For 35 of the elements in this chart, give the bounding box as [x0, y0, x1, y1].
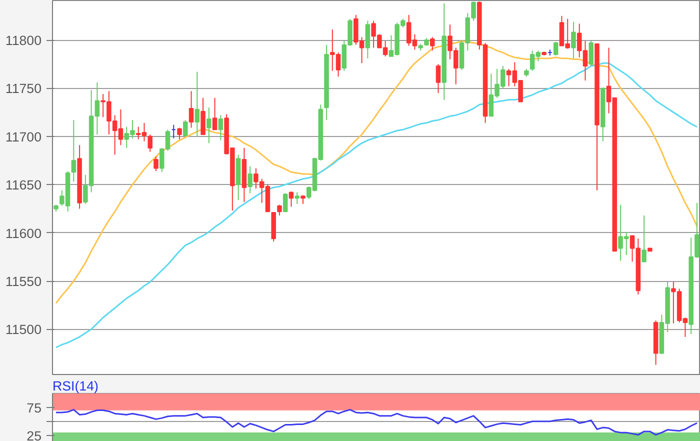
candlestick	[436, 64, 441, 94]
candlestick	[282, 192, 288, 212]
candlestick	[148, 134, 152, 152]
y-tick-label: 25	[26, 428, 42, 441]
candlestick	[177, 127, 182, 140]
candlestick	[571, 21, 576, 59]
candlestick	[188, 90, 194, 128]
candlestick	[588, 40, 594, 67]
candlestick	[294, 192, 300, 204]
line-series	[55, 62, 698, 348]
candlestick	[154, 156, 158, 172]
candlestick	[212, 97, 218, 130]
candlestick	[71, 120, 76, 182]
candlestick	[288, 190, 294, 208]
y-tick-label: 11750	[5, 81, 42, 96]
line-series	[55, 408, 698, 436]
y-tick-label: 11500	[5, 322, 42, 338]
candlestick	[218, 114, 224, 141]
y-tick-label: 11600	[5, 226, 42, 241]
candlestick	[183, 120, 188, 137]
candlestick	[248, 166, 252, 194]
candlestick	[206, 106, 212, 144]
candlestick	[194, 71, 200, 137]
y-tick-label: 11700	[5, 129, 42, 144]
candlestick	[200, 97, 206, 135]
y-tick-label: 11650	[5, 178, 42, 193]
candlestick	[277, 204, 282, 216]
y-tick-label: 11550	[5, 274, 42, 289]
candlestick	[430, 36, 435, 52]
y-tick-label: 75	[26, 400, 42, 416]
chart-title: RSI(14)	[52, 378, 98, 394]
candlestick	[365, 20, 370, 59]
y-tick-label: 11800	[5, 33, 42, 48]
candlestick	[642, 214, 646, 262]
candlestick	[553, 41, 558, 56]
